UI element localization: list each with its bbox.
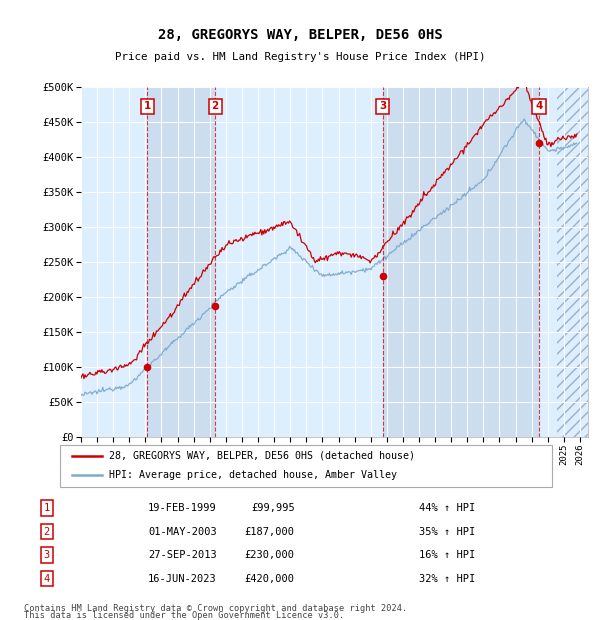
Text: 19-FEB-1999: 19-FEB-1999 [148, 503, 217, 513]
Text: 2: 2 [211, 102, 218, 112]
Text: 1: 1 [143, 102, 151, 112]
Text: £99,995: £99,995 [251, 503, 295, 513]
Text: 16% ↑ HPI: 16% ↑ HPI [419, 550, 475, 560]
Text: 44% ↑ HPI: 44% ↑ HPI [419, 503, 475, 513]
Text: 3: 3 [43, 550, 50, 560]
Text: HPI: Average price, detached house, Amber Valley: HPI: Average price, detached house, Ambe… [109, 471, 397, 480]
Text: 27-SEP-2013: 27-SEP-2013 [148, 550, 217, 560]
Bar [383, 87, 539, 437]
Text: 1: 1 [43, 503, 50, 513]
FancyBboxPatch shape [60, 445, 552, 487]
Text: 32% ↑ HPI: 32% ↑ HPI [419, 574, 475, 583]
Text: Contains HM Land Registry data © Crown copyright and database right 2024.: Contains HM Land Registry data © Crown c… [24, 604, 407, 613]
Text: 28, GREGORYS WAY, BELPER, DE56 0HS (detached house): 28, GREGORYS WAY, BELPER, DE56 0HS (deta… [109, 451, 415, 461]
Text: £187,000: £187,000 [245, 526, 295, 536]
Text: 4: 4 [535, 102, 542, 112]
Text: This data is licensed under the Open Government Licence v3.0.: This data is licensed under the Open Gov… [24, 611, 344, 619]
Bar [557, 87, 588, 437]
Text: 3: 3 [379, 102, 386, 112]
Text: 4: 4 [43, 574, 50, 583]
Text: £420,000: £420,000 [245, 574, 295, 583]
Text: 28, GREGORYS WAY, BELPER, DE56 0HS: 28, GREGORYS WAY, BELPER, DE56 0HS [158, 28, 442, 42]
Text: 2: 2 [43, 526, 50, 536]
Text: 16-JUN-2023: 16-JUN-2023 [148, 574, 217, 583]
Text: 01-MAY-2003: 01-MAY-2003 [148, 526, 217, 536]
Text: Price paid vs. HM Land Registry's House Price Index (HPI): Price paid vs. HM Land Registry's House … [115, 52, 485, 62]
Text: £230,000: £230,000 [245, 550, 295, 560]
Text: 35% ↑ HPI: 35% ↑ HPI [419, 526, 475, 536]
Bar [148, 87, 215, 437]
